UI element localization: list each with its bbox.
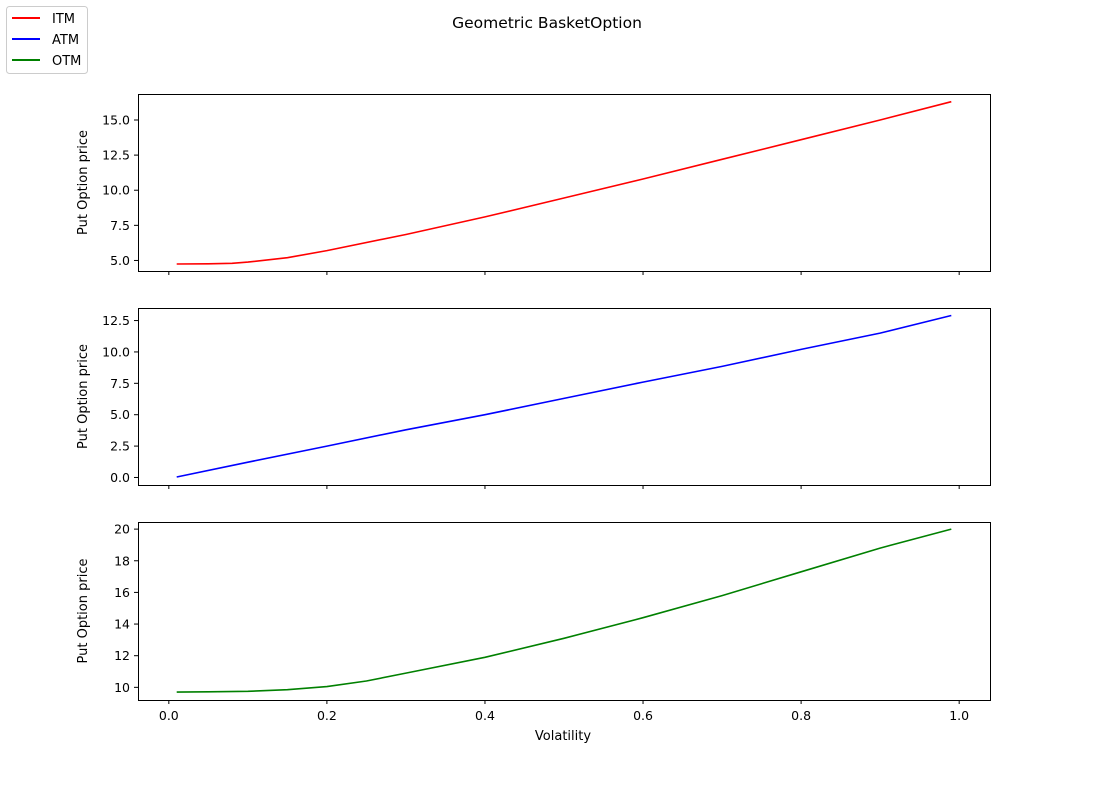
subplots: 5.0 7.5 10.0 12.5 15.0 Put Option price 0.0 2.5… [76, 94, 991, 744]
y-tick-label: 0.0 [110, 470, 130, 485]
y-tick-label: 5.0 [110, 253, 130, 268]
x-tick-label: 0.0 [159, 708, 179, 723]
y-axis-label: Put Option price [76, 344, 91, 449]
y-tick-label: 18 [114, 553, 130, 568]
y-tick-label: 10.0 [102, 183, 130, 198]
subplot-2: 0.0 2.5 5.0 7.5 10.0 12.5 Put Option price [76, 308, 991, 489]
y-tick-label: 16 [114, 585, 130, 600]
legend-entry-atm: ATM [12, 33, 79, 48]
subplot-3: 10 12 14 16 18 20 0.0 0.2 0.4 0.6 0.8 1.0 Put Option… [76, 522, 991, 744]
legend-entry-otm: OTM [12, 54, 81, 69]
y-axis-label: Put Option price [76, 559, 91, 664]
legend-label-otm: OTM [52, 54, 81, 69]
x-axis-label: Volatility [535, 729, 591, 744]
axes-frame-1 [138, 94, 991, 272]
series-line-itm [176, 100, 952, 265]
y-axis-label: Put Option price [76, 130, 91, 235]
axes-frame-2 [138, 308, 991, 486]
y-tick-label: 15.0 [102, 112, 130, 127]
x-tick-label: 0.2 [317, 708, 337, 723]
x-tick-label: 1.0 [949, 708, 969, 723]
legend-frame [6, 6, 88, 74]
y-tick-label: 7.5 [110, 218, 130, 233]
x-tick-label: 0.6 [633, 708, 653, 723]
y-tick-label: 12 [114, 648, 130, 663]
y-tick-label: 10.0 [102, 344, 130, 359]
y-tick-label: 7.5 [110, 376, 130, 391]
legend: ITM ATM OTM [6, 6, 88, 74]
figure-title: Geometric BasketOption [452, 14, 642, 32]
y-tick-label: 10 [114, 680, 130, 695]
legend-label-atm: ATM [52, 33, 79, 48]
y-tick-label: 2.5 [110, 439, 130, 454]
y-tick-label: 14 [114, 617, 130, 632]
y-tick-label: 12.5 [102, 313, 130, 328]
axes-frame-3 [138, 522, 991, 701]
y-tick-label: 5.0 [110, 407, 130, 422]
y-tick-label: 12.5 [102, 148, 130, 163]
series-line-atm [176, 314, 952, 478]
series-line-otm [176, 528, 952, 693]
x-tick-label: 0.8 [791, 708, 811, 723]
x-tick-label: 0.4 [475, 708, 495, 723]
subplot-1: 5.0 7.5 10.0 12.5 15.0 Put Option price [76, 94, 991, 275]
legend-label-itm: ITM [52, 12, 75, 27]
y-tick-label: 20 [114, 522, 130, 537]
legend-entry-itm: ITM [12, 12, 75, 27]
